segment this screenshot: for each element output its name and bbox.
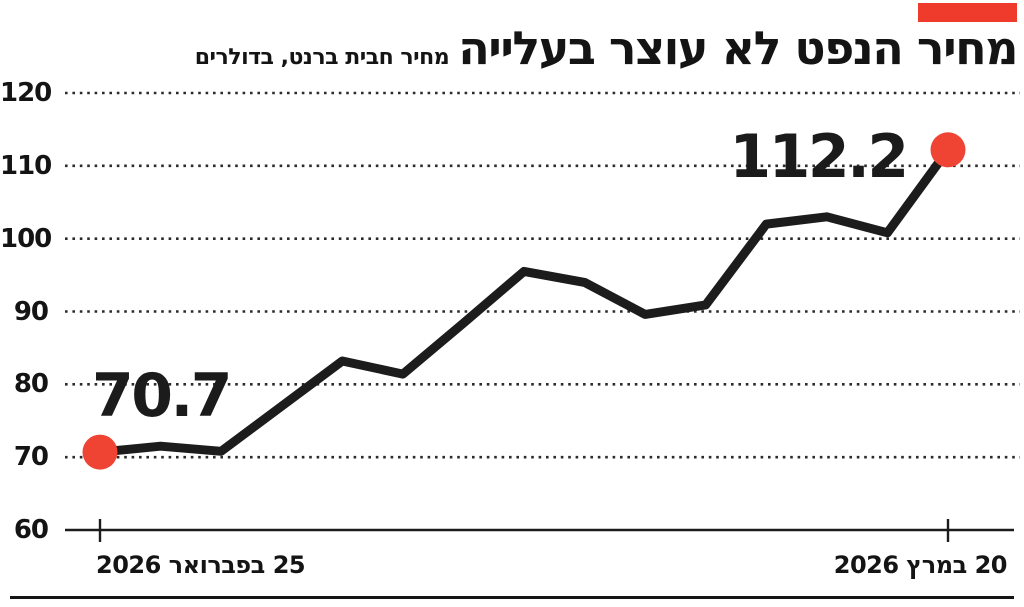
y-tick-label-120: 120 [0,78,52,108]
y-tick-label-60: 60 [13,515,49,545]
end-point-marker [930,132,966,168]
brand-bar [918,3,1017,22]
y-tick-label-100: 100 [0,224,52,254]
chart-subtitle: מחיר חבית ברנט, בדולרים [194,45,450,70]
y-tick-label-70: 70 [13,442,49,472]
y-tick-label-90: 90 [13,297,49,327]
start-point-marker [82,434,118,470]
chart-header: מחיר הנפט לא עוצר בעלייה מחיר חבית ברנט, … [194,21,1019,75]
value-label-start: 70.7 [91,361,233,431]
value-label-end: 112.2 [729,122,909,192]
chart-title: מחיר הנפט לא עוצר בעלייה [458,21,1018,75]
y-tick-label-80: 80 [13,369,49,399]
y-tick-label-110: 110 [0,151,52,181]
brent-price-line [95,145,953,457]
footer-rule [10,596,1014,599]
x-axis-label-start: 25 בפברואר 2026 [96,551,306,579]
x-axis-label-end: 20 במרץ 2026 [833,551,1008,579]
